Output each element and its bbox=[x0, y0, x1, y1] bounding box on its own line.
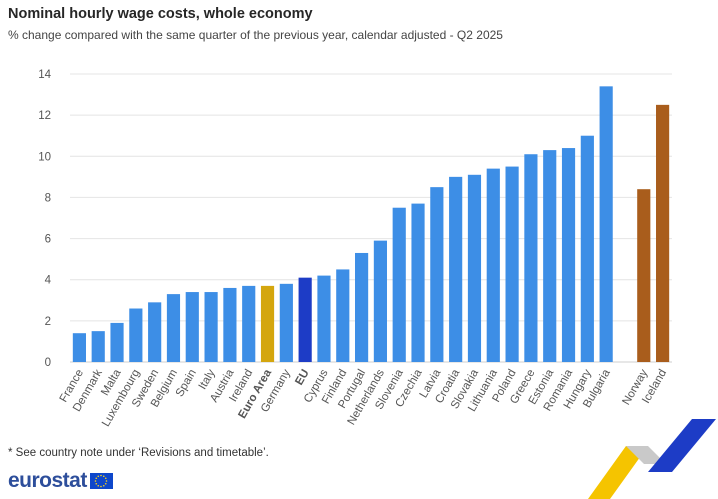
y-tick-label: 4 bbox=[45, 275, 52, 287]
bar-iceland bbox=[656, 104, 670, 362]
y-axis-ticks: 0 2 4 6 8 10 12 14 bbox=[38, 69, 51, 369]
bar-sweden bbox=[148, 302, 162, 362]
y-tick-label: 8 bbox=[45, 192, 51, 204]
bar-romania bbox=[561, 148, 576, 362]
bar-greece bbox=[524, 154, 538, 362]
chart-title: Nominal hourly wage costs, whole economy bbox=[8, 6, 313, 22]
bar-austria bbox=[223, 287, 237, 362]
eurostat-logo: eurostat bbox=[8, 469, 113, 493]
y-tick-label: 10 bbox=[38, 151, 51, 163]
y-tick-label: 14 bbox=[38, 69, 51, 81]
bar-france bbox=[72, 333, 86, 362]
bar-luxembourg bbox=[129, 308, 143, 362]
bar-ireland bbox=[242, 285, 256, 362]
bar-czechia bbox=[411, 203, 425, 362]
x-axis-labels: FranceDenmarkMaltaLuxembourgSwedenBelgiu… bbox=[58, 367, 669, 429]
bar-lithuania bbox=[486, 168, 500, 362]
chart-subtitle: % change compared with the same quarter … bbox=[8, 28, 503, 42]
eu-flag-icon bbox=[89, 473, 113, 489]
bar-eu bbox=[298, 277, 312, 362]
bar-slovenia bbox=[392, 207, 406, 362]
bar-chart: 0 2 4 6 8 10 12 14 FranceDenmarkMaltaLuxembourg… bbox=[38, 69, 672, 429]
y-tick-label: 2 bbox=[45, 316, 51, 328]
bar-cyprus bbox=[317, 275, 331, 362]
bar-netherlands bbox=[373, 240, 387, 362]
bar-bulgaria bbox=[599, 86, 613, 362]
bar-denmark bbox=[91, 331, 105, 362]
bar-finland bbox=[336, 269, 350, 362]
x-tick-label: EU bbox=[293, 368, 311, 388]
bar-croatia bbox=[449, 176, 463, 362]
y-tick-label: 12 bbox=[38, 110, 51, 122]
footnote: * See country note under ‘Revisions and … bbox=[8, 447, 269, 459]
bar-portugal bbox=[355, 252, 369, 362]
bar-hungary bbox=[580, 135, 594, 362]
bar-norway bbox=[637, 189, 651, 362]
bar-slovakia bbox=[467, 174, 482, 362]
bar-germany bbox=[279, 283, 293, 362]
bar-estonia bbox=[543, 150, 557, 362]
logo-text: eurostat bbox=[8, 469, 87, 492]
bar-italy bbox=[204, 292, 218, 362]
bar-malta bbox=[110, 322, 124, 362]
bar-spain bbox=[185, 292, 199, 362]
bar-latvia bbox=[430, 187, 444, 362]
bar-euro-area bbox=[260, 285, 275, 362]
y-tick-label: 0 bbox=[45, 357, 51, 369]
decorative-corner-graphic bbox=[588, 419, 716, 499]
bar-belgium bbox=[166, 294, 181, 362]
bars bbox=[72, 86, 670, 362]
bar-poland bbox=[505, 166, 519, 362]
y-tick-label: 6 bbox=[45, 234, 51, 246]
